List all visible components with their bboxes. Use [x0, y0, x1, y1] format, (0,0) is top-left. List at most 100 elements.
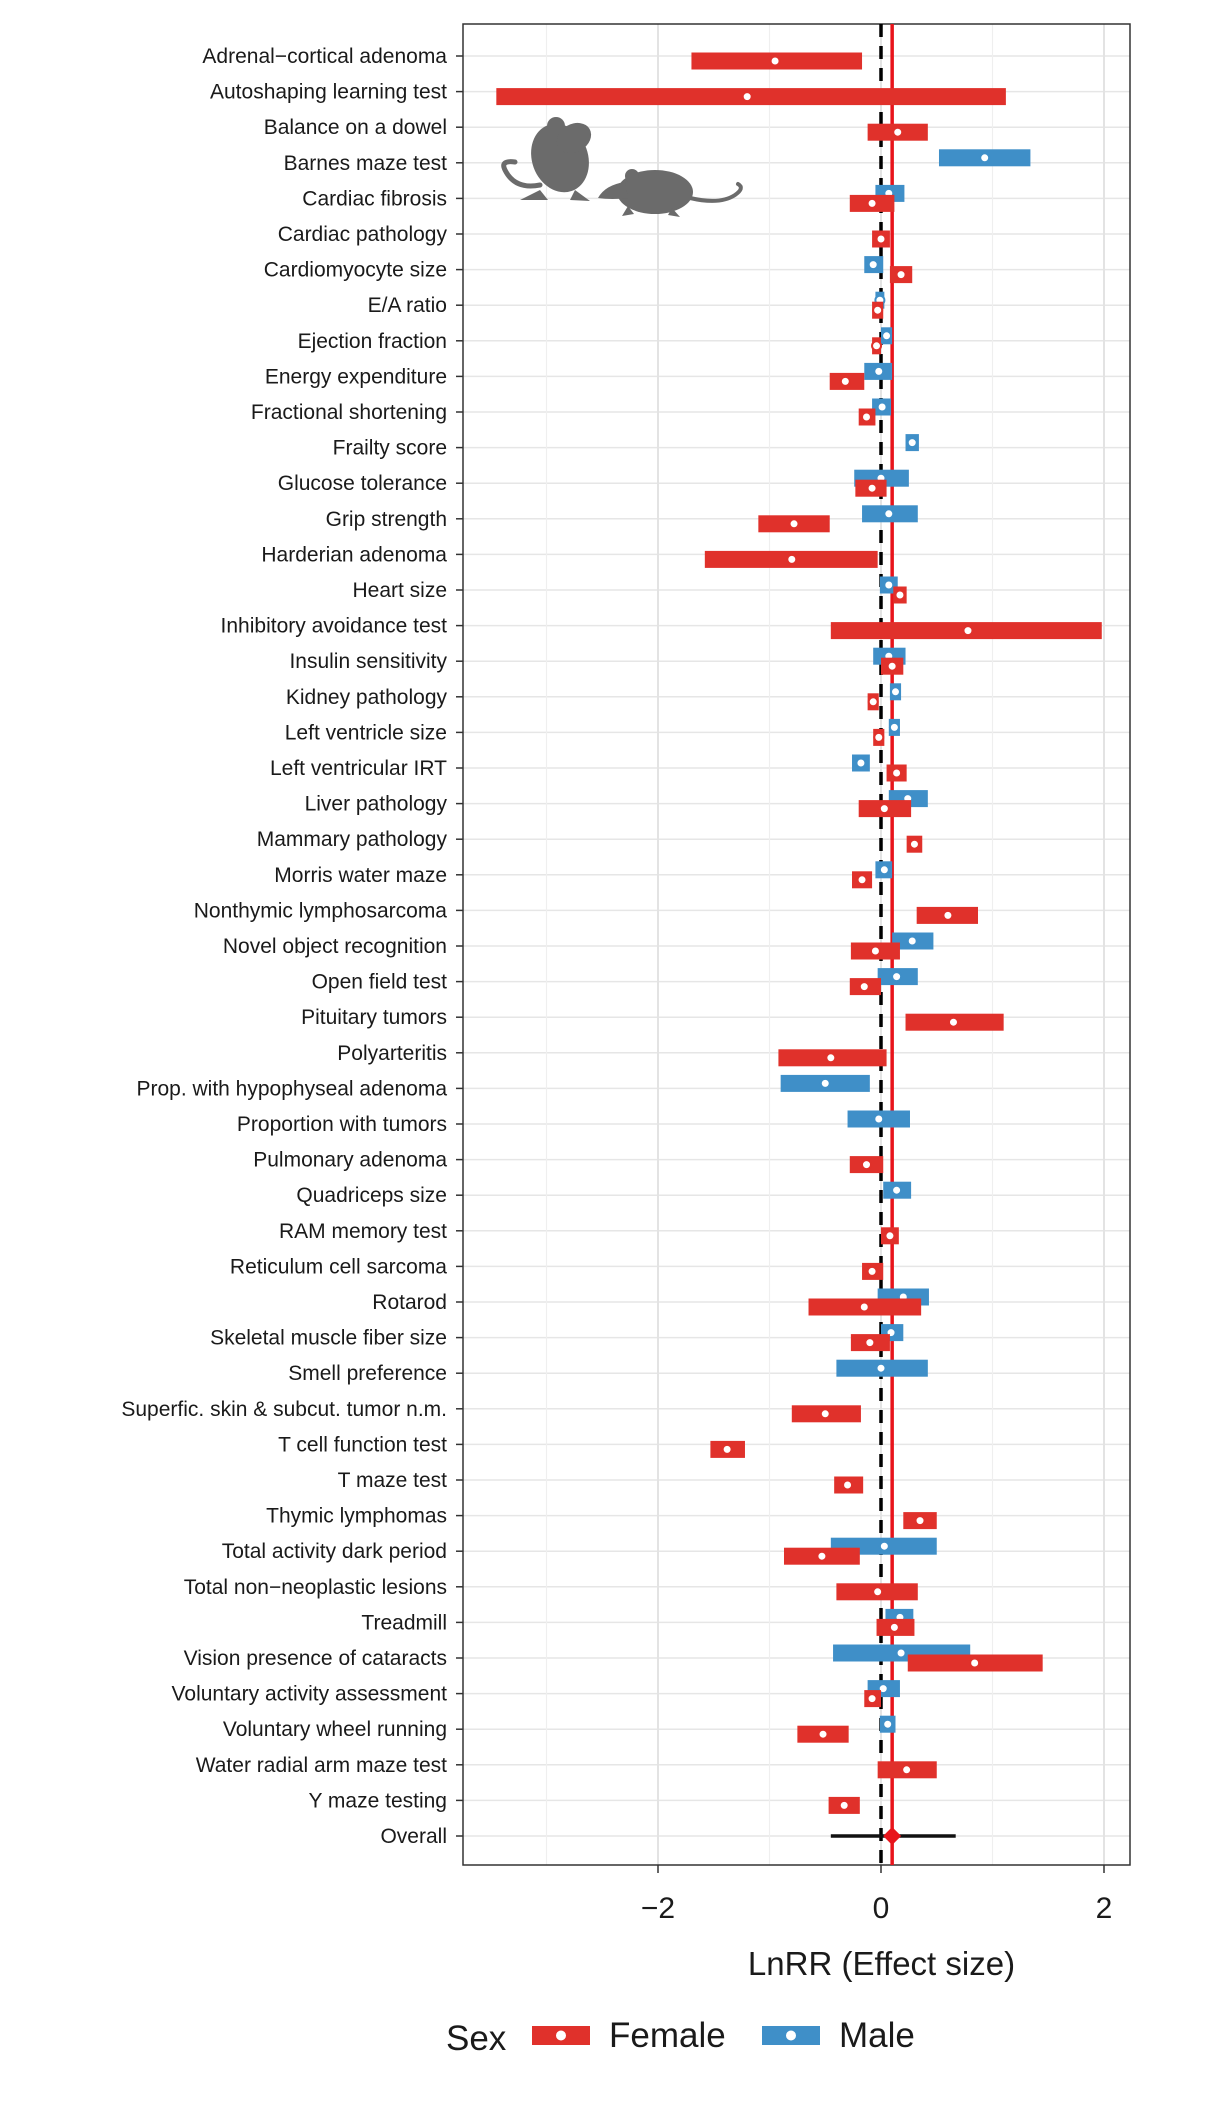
x-axis-title: LnRR (Effect size) — [748, 1945, 1015, 1982]
female-point-pulmonary-adenoma — [861, 1159, 873, 1171]
female-point-nonthymic-lymphosarcoma — [942, 909, 954, 921]
category-label-inhibitory-avoidance-test: Inhibitory avoidance test — [221, 615, 448, 638]
female-point-ejection-fraction — [871, 340, 883, 352]
category-label-kidney-pathology: Kidney pathology — [286, 686, 448, 709]
category-label-proportion-with-tumors: Proportion with tumors — [237, 1113, 447, 1136]
category-label-cardiac-pathology: Cardiac pathology — [278, 223, 448, 246]
male-point-open-field-test — [891, 971, 903, 983]
female-point-kidney-pathology — [867, 696, 879, 708]
male-point-energy-expenditure — [873, 365, 885, 377]
category-label-fractional-shortening: Fractional shortening — [251, 401, 447, 424]
female-point-t-cell-function-test — [721, 1443, 733, 1455]
category-label-cardiomyocyte-size: Cardiomyocyte size — [264, 259, 447, 282]
female-point-open-field-test — [858, 981, 870, 993]
category-label-e-a-ratio: E/A ratio — [368, 294, 447, 317]
female-point-left-ventricle-size — [873, 731, 885, 743]
female-point-novel-object-recognition — [869, 945, 881, 957]
male-point-prop-with-hypophyseal-adenoma — [819, 1077, 831, 1089]
female-point-glucose-tolerance — [866, 482, 878, 494]
rat-tail-icon — [688, 182, 743, 203]
female-point-superfic-skin-subcut-tumor-n-m — [819, 1408, 831, 1420]
category-label-total-non-neoplastic-lesions: Total non−neoplastic lesions — [184, 1576, 447, 1599]
legend-dot-female — [556, 2030, 566, 2041]
category-label-quadriceps-size: Quadriceps size — [296, 1184, 447, 1207]
category-label-pituitary-tumors: Pituitary tumors — [301, 1006, 447, 1029]
category-label-skeletal-muscle-fiber-size: Skeletal muscle fiber size — [210, 1327, 447, 1350]
category-label-balance-on-a-dowel: Balance on a dowel — [264, 116, 447, 139]
rodents-icon — [501, 117, 743, 217]
x-tick-label: 2 — [1096, 1892, 1113, 1925]
female-point-treadmill — [888, 1621, 900, 1633]
category-label-reticulum-cell-sarcoma: Reticulum cell sarcoma — [230, 1255, 447, 1278]
female-point-cardiac-pathology — [875, 233, 887, 245]
female-point-vision-presence-of-cataracts — [969, 1657, 981, 1669]
grid-layer — [462, 23, 1131, 1866]
legend-key-male — [762, 2026, 820, 2045]
category-label-barnes-maze-test: Barnes maze test — [284, 152, 448, 175]
rat-ear-icon — [625, 169, 639, 183]
female-point-skeletal-muscle-fiber-size — [864, 1337, 876, 1349]
category-label-open-field-test: Open field test — [312, 971, 448, 994]
male-point-kidney-pathology — [889, 686, 901, 698]
female-point-y-maze-testing — [838, 1799, 850, 1811]
category-label-ejection-fraction: Ejection fraction — [298, 330, 447, 353]
female-point-t-maze-test — [842, 1479, 854, 1491]
data-marks — [496, 52, 1102, 1845]
male-point-proportion-with-tumors — [873, 1113, 885, 1125]
male-point-morris-water-maze — [878, 864, 890, 876]
panel-border — [462, 23, 1131, 1866]
category-label-nonthymic-lymphosarcoma: Nonthymic lymphosarcoma — [194, 899, 448, 922]
category-label-y-maze-testing: Y maze testing — [308, 1789, 447, 1812]
category-label-glucose-tolerance: Glucose tolerance — [278, 472, 447, 495]
male-point-cardiomyocyte-size — [867, 259, 879, 271]
category-label-ram-memory-test: RAM memory test — [279, 1220, 447, 1243]
female-point-fractional-shortening — [861, 411, 873, 423]
male-point-smell-preference — [875, 1362, 887, 1374]
category-label-voluntary-wheel-running: Voluntary wheel running — [223, 1718, 447, 1741]
category-label-t-cell-function-test: T cell function test — [278, 1433, 447, 1456]
male-point-barnes-maze-test — [979, 152, 991, 164]
category-label-left-ventricular-irt: Left ventricular IRT — [270, 757, 447, 780]
female-point-inhibitory-avoidance-test — [962, 625, 974, 637]
male-point-heart-size — [883, 579, 895, 591]
male-point-left-ventricular-irt — [855, 757, 867, 769]
female-point-heart-size — [894, 589, 906, 601]
category-label-prop-with-hypophyseal-adenoma: Prop. with hypophyseal adenoma — [136, 1077, 447, 1100]
category-label-treadmill: Treadmill — [361, 1611, 447, 1634]
category-label-autoshaping-learning-test: Autoshaping learning test — [210, 81, 447, 104]
category-label-mammary-pathology: Mammary pathology — [257, 828, 448, 851]
female-point-harderian-adenoma — [786, 553, 798, 565]
female-point-water-radial-arm-maze-test — [901, 1764, 913, 1776]
category-label-energy-expenditure: Energy expenditure — [265, 365, 447, 388]
category-label-t-maze-test: T maze test — [338, 1469, 447, 1492]
mouse-tail-icon — [501, 159, 543, 189]
category-label-water-radial-arm-maze-test: Water radial arm maze test — [196, 1754, 447, 1777]
category-label-heart-size: Heart size — [352, 579, 447, 602]
x-tick-label: 0 — [873, 1892, 890, 1925]
category-label-adrenal-cortical-adenoma: Adrenal−cortical adenoma — [202, 45, 447, 68]
category-label-voluntary-activity-assessment: Voluntary activity assessment — [172, 1683, 448, 1706]
female-point-mammary-pathology — [908, 838, 920, 850]
male-point-novel-object-recognition — [906, 935, 918, 947]
female-point-voluntary-activity-assessment — [866, 1693, 878, 1705]
category-label-liver-pathology: Liver pathology — [305, 793, 448, 816]
legend-key-female — [532, 2026, 590, 2045]
mouse-head-icon — [556, 122, 592, 154]
male-point-total-activity-dark-period — [878, 1540, 890, 1552]
category-label-harderian-adenoma: Harderian adenoma — [261, 543, 447, 566]
rat-feet-icon — [622, 206, 680, 217]
category-label-pulmonary-adenoma: Pulmonary adenoma — [253, 1149, 447, 1172]
category-label-cardiac-fibrosis: Cardiac fibrosis — [302, 187, 447, 210]
female-point-thymic-lymphomas — [914, 1515, 926, 1527]
female-point-total-non-neoplastic-lesions — [872, 1586, 884, 1598]
male-point-vision-presence-of-cataracts — [895, 1647, 907, 1659]
legend-dot-male — [786, 2030, 796, 2041]
male-point-voluntary-wheel-running — [882, 1718, 894, 1730]
mouse-ear-icon — [547, 117, 565, 135]
male-point-grip-strength — [883, 508, 895, 520]
female-point-left-ventricular-irt — [891, 767, 903, 779]
female-point-voluntary-wheel-running — [817, 1728, 829, 1740]
category-label-rotarod: Rotarod — [372, 1291, 447, 1314]
category-label-smell-preference: Smell preference — [288, 1362, 447, 1385]
